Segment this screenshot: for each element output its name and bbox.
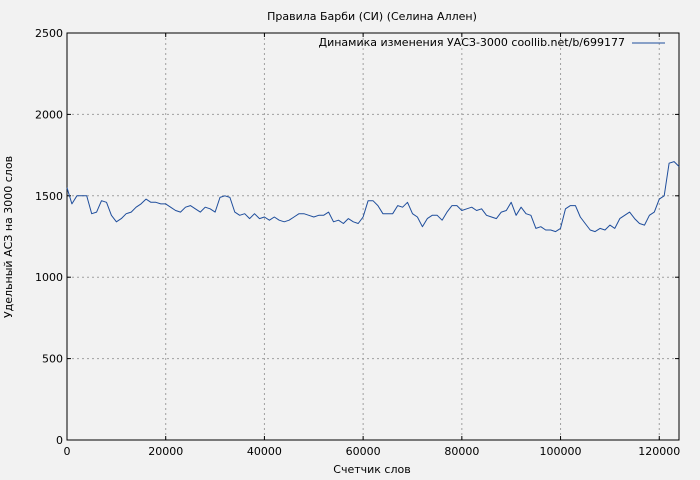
series-line [66, 161, 680, 233]
legend: Динамика изменения УАСЗ-3000 coollib.net… [319, 36, 665, 49]
y-tick-label: 1000 [35, 271, 63, 284]
x-tick-label: 40000 [247, 445, 282, 458]
grid-lines [67, 33, 679, 440]
x-tick-label: 80000 [444, 445, 479, 458]
y-tick-label: 1500 [35, 190, 63, 203]
y-tick-label: 2500 [35, 27, 63, 40]
x-tick-label: 120000 [638, 445, 680, 458]
x-tick-label: 100000 [540, 445, 582, 458]
y-tick-label: 500 [42, 353, 63, 366]
plot-area-frame [66, 32, 680, 441]
legend-label: Динамика изменения УАСЗ-3000 coollib.net… [319, 36, 626, 49]
x-axis-label: Счетчик слов [333, 463, 410, 476]
x-tick-label: 20000 [148, 445, 183, 458]
chart-title: Правила Барби (СИ) (Селина Аллен) [267, 10, 477, 23]
series-layer [66, 161, 680, 233]
x-tick-label: 0 [64, 445, 71, 458]
x-tick-label: 60000 [346, 445, 381, 458]
axis-ticks: 0 20000 40000 60000 80000 100000 120000 0 500 100… [35, 27, 680, 458]
y-tick-label: 2000 [35, 108, 63, 121]
y-tick-label: 0 [56, 434, 63, 447]
y-axis-label: Удельный АСЗ на 3000 слов [2, 156, 15, 318]
